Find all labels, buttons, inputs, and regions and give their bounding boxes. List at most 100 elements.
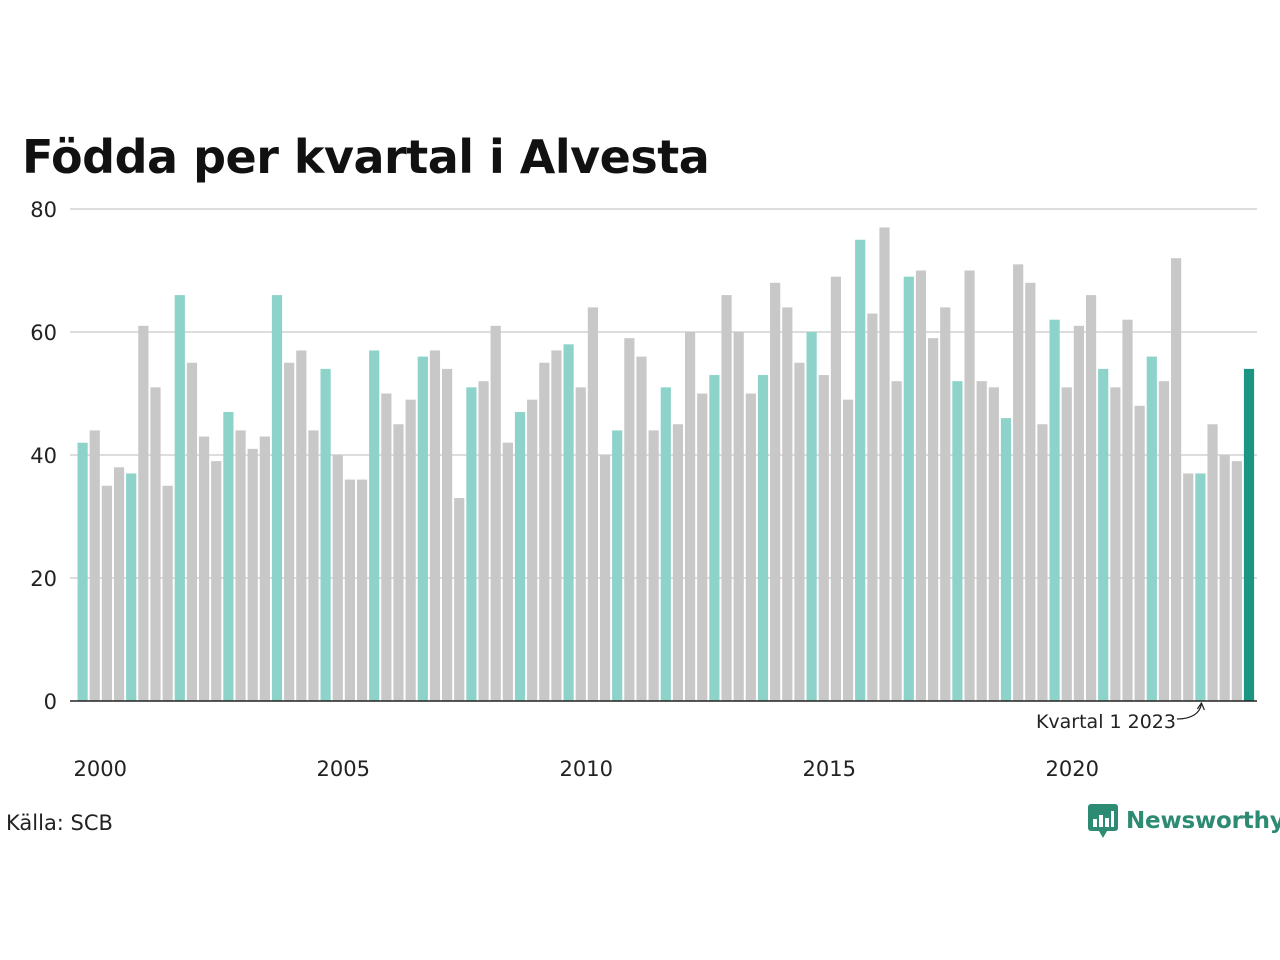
bar <box>1037 424 1048 701</box>
bar <box>1243 368 1255 701</box>
bar <box>733 332 744 701</box>
bar <box>709 375 720 701</box>
bar <box>174 295 185 701</box>
bar <box>782 307 793 701</box>
bar <box>344 479 355 701</box>
bar <box>1085 295 1097 701</box>
bar <box>126 473 137 701</box>
bar <box>417 356 428 701</box>
bar <box>660 387 671 701</box>
bar <box>964 270 975 701</box>
bar <box>587 307 598 701</box>
bar <box>1098 368 1109 701</box>
bar <box>162 485 173 701</box>
bar <box>624 338 635 701</box>
x-tick-label: 2010 <box>560 757 613 781</box>
newsworthy-logo[interactable]: Newsworthy <box>1088 804 1280 838</box>
bar <box>1146 356 1157 701</box>
bar <box>356 479 368 701</box>
y-tick-label: 20 <box>30 567 57 591</box>
bar <box>1207 424 1218 701</box>
bar <box>101 485 112 701</box>
bar <box>867 313 878 701</box>
bar <box>186 362 198 701</box>
bar <box>1013 264 1024 701</box>
bar <box>381 393 392 701</box>
bar <box>879 227 890 701</box>
bar <box>1025 282 1036 701</box>
bar <box>794 362 805 701</box>
bar <box>1049 319 1060 701</box>
bar <box>539 362 550 701</box>
x-tick-label: 2000 <box>74 757 127 781</box>
chart-title: Födda per kvartal i Alvesta <box>22 130 710 184</box>
bar <box>320 368 331 701</box>
bar <box>1122 319 1133 701</box>
bar <box>648 430 659 701</box>
annotation-arrowhead <box>1196 701 1205 711</box>
bar <box>697 393 708 701</box>
bar <box>113 467 125 701</box>
annotation: Kvartal 1 2023 <box>1036 701 1205 733</box>
bar <box>77 442 88 701</box>
bar <box>235 430 246 701</box>
bar <box>271 295 283 701</box>
y-tick-label: 40 <box>30 444 57 468</box>
bar <box>369 350 380 701</box>
bar <box>223 411 234 701</box>
bar <box>466 387 477 701</box>
bar <box>636 356 647 701</box>
bar <box>247 448 258 701</box>
bar <box>527 399 538 701</box>
bar <box>259 436 270 701</box>
bar <box>393 424 404 701</box>
bar <box>490 325 501 701</box>
bar <box>1195 473 1206 701</box>
bar <box>672 424 684 701</box>
bars <box>77 227 1255 701</box>
bar <box>1183 473 1194 701</box>
bar <box>308 430 319 701</box>
bar <box>842 399 854 701</box>
bar <box>745 393 756 701</box>
bar <box>770 282 781 701</box>
bar <box>199 436 210 701</box>
y-tick-label: 80 <box>30 198 57 222</box>
bar <box>988 387 999 701</box>
bar <box>1171 258 1182 701</box>
bar <box>855 239 866 701</box>
bar <box>1158 381 1170 701</box>
bar <box>296 350 307 701</box>
bar <box>928 338 939 701</box>
newsworthy-logo-icon <box>1088 804 1118 838</box>
x-tick-label: 2020 <box>1046 757 1099 781</box>
x-tick-label: 2015 <box>803 757 856 781</box>
bar <box>405 399 416 701</box>
newsworthy-logo-text: Newsworthy <box>1126 808 1280 834</box>
axes: 0 20 40 60 80 2000 2005 2010 2015 2020 <box>30 198 1257 781</box>
bar <box>940 307 951 701</box>
bar <box>757 375 769 701</box>
bar <box>150 387 161 701</box>
bar <box>502 442 513 701</box>
bar <box>575 387 586 701</box>
bar <box>830 276 841 701</box>
bar <box>1061 387 1072 701</box>
bar <box>284 362 295 701</box>
bar <box>976 381 987 701</box>
bar <box>806 332 817 701</box>
annotation-label: Kvartal 1 2023 <box>1036 711 1176 733</box>
bar <box>1073 325 1084 701</box>
bar <box>952 381 963 701</box>
bar <box>563 344 574 701</box>
bar <box>1219 455 1230 701</box>
y-tick-label: 0 <box>44 690 57 714</box>
bar <box>332 455 343 701</box>
bar <box>685 332 696 701</box>
bar <box>551 350 562 701</box>
y-tick-label: 60 <box>30 321 57 345</box>
bar <box>454 498 465 701</box>
bar <box>1231 461 1242 701</box>
bar <box>1134 405 1145 701</box>
